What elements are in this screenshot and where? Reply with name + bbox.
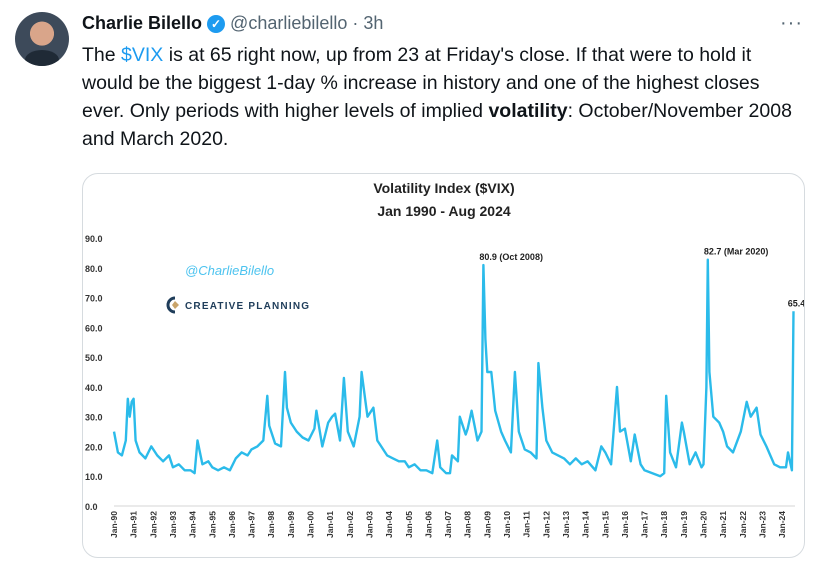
x-tick-label: Jan-14	[581, 511, 591, 538]
chart-title: Volatility Index ($VIX)	[373, 180, 514, 196]
vix-series-line	[112, 258, 795, 478]
x-tick-label: Jan-03	[364, 511, 374, 538]
x-tick-label: Jan-13	[561, 511, 571, 538]
x-tick-label: Jan-00	[306, 511, 316, 538]
author-handle[interactable]: @charliebilello	[230, 13, 348, 33]
x-tick-label: Jan-11	[522, 511, 532, 538]
x-tick-label: Jan-12	[541, 511, 551, 538]
x-tick-label: Jan-94	[188, 511, 198, 538]
text-bold: volatility	[488, 100, 568, 122]
x-tick-label: Jan-90	[109, 511, 119, 538]
more-horizontal-icon[interactable]: ···	[780, 12, 803, 34]
x-tick-label: Jan-08	[463, 511, 473, 538]
cashtag-link[interactable]: $VIX	[121, 44, 164, 66]
x-tick-label: Jan-10	[502, 511, 512, 538]
x-tick-label: Jan-93	[168, 511, 178, 538]
x-tick-label: Jan-24	[777, 511, 787, 538]
x-tick-label: Jan-17	[640, 511, 650, 538]
tweet-text: The $VIX is at 65 right now, up from 23 …	[82, 41, 802, 153]
logo-text: CREATIVE PLANNING	[185, 301, 310, 312]
tweet-header: Charlie Bilello ✓ @charliebilello · 3h	[82, 13, 383, 34]
x-tick-label: Jan-19	[679, 511, 689, 538]
y-tick-label: 40.0	[85, 383, 103, 393]
y-tick-label: 80.0	[85, 264, 103, 274]
separator: ·	[352, 13, 359, 33]
x-tick-label: Jan-18	[659, 511, 669, 538]
x-tick-label: Jan-99	[286, 511, 296, 538]
x-tick-label: Jan-05	[404, 511, 414, 538]
x-tick-label: Jan-96	[227, 511, 237, 538]
y-tick-label: 60.0	[85, 323, 103, 333]
y-tick-label: 90.0	[85, 234, 103, 244]
x-tick-label: Jan-97	[247, 511, 257, 538]
x-tick-label: Jan-92	[148, 511, 158, 538]
peak-annotation: 80.9 (Oct 2008)	[479, 252, 543, 262]
verified-badge-icon: ✓	[207, 14, 226, 33]
peak-annotation: 65.4	[788, 298, 805, 308]
x-tick-label: Jan-95	[207, 511, 217, 538]
y-tick-label: 70.0	[85, 294, 103, 304]
author-name[interactable]: Charlie Bilello	[82, 13, 203, 33]
y-tick-label: 30.0	[85, 413, 103, 423]
x-tick-label: Jan-09	[482, 511, 492, 538]
x-tick-label: Jan-16	[620, 511, 630, 538]
chart-subtitle: Jan 1990 - Aug 2024	[377, 203, 511, 219]
x-tick-label: Jan-06	[423, 511, 433, 538]
x-tick-label: Jan-91	[129, 511, 139, 538]
x-tick-label: Jan-22	[738, 511, 748, 538]
creative-planning-logo: CREATIVE PLANNING	[166, 296, 310, 314]
x-tick-label: Jan-07	[443, 511, 453, 538]
avatar[interactable]	[15, 12, 69, 66]
x-tick-label: Jan-02	[345, 511, 355, 538]
y-tick-label: 20.0	[85, 442, 103, 452]
x-tick-label: Jan-15	[600, 511, 610, 538]
timestamp[interactable]: 3h	[363, 13, 384, 33]
y-tick-label: 10.0	[85, 472, 103, 482]
text-after: : October/November 2008 and March 2020.	[82, 100, 792, 150]
x-tick-label: Jan-20	[699, 511, 709, 538]
text-middle: is at 65 right now, up from 23 at Friday…	[82, 44, 760, 122]
x-tick-label: Jan-21	[718, 511, 728, 538]
watermark: @CharlieBilello	[185, 263, 274, 278]
chart-image[interactable]: Volatility Index ($VIX) Jan 1990 - Aug 2…	[82, 173, 805, 558]
y-tick-label: 50.0	[85, 353, 103, 363]
vix-chart: Volatility Index ($VIX) Jan 1990 - Aug 2…	[85, 180, 805, 538]
x-tick-label: Jan-04	[384, 511, 394, 538]
y-tick-label: 0.0	[85, 502, 98, 512]
x-tick-label: Jan-01	[325, 511, 335, 538]
peak-annotation: 82.7 (Mar 2020)	[704, 247, 769, 257]
x-tick-label: Jan-98	[266, 511, 276, 538]
text-before: The	[82, 44, 122, 66]
x-tick-label: Jan-23	[757, 511, 767, 538]
